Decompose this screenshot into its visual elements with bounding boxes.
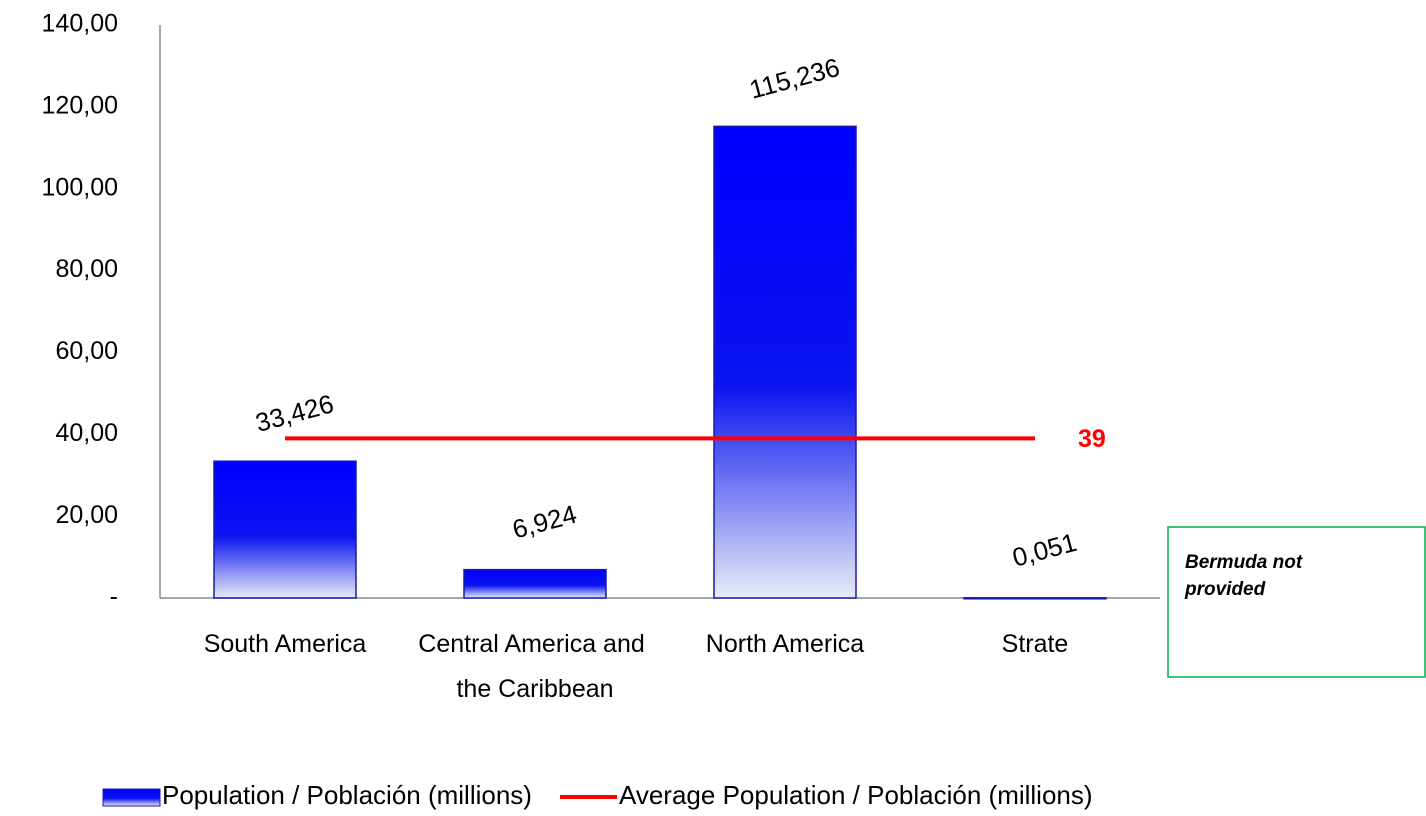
line-label: 39 xyxy=(1078,425,1106,453)
data-label: 0,051 xyxy=(1009,527,1080,573)
legend-swatch xyxy=(102,788,161,807)
bar xyxy=(713,125,857,599)
y-tick-label: 140,00 xyxy=(42,10,118,38)
bar xyxy=(213,460,357,599)
data-label: 33,426 xyxy=(252,388,337,438)
data-label: 6,924 xyxy=(509,499,580,545)
annotation-box xyxy=(1167,526,1426,678)
x-tick-label: Strate xyxy=(1002,630,1069,658)
x-tick-label: Central America and the Caribbean xyxy=(418,630,651,703)
y-tick-label: 40,00 xyxy=(55,419,118,447)
data-label: 115,236 xyxy=(746,52,843,105)
y-tick-label: 100,00 xyxy=(42,173,118,201)
y-tick-label: 20,00 xyxy=(55,501,118,529)
legend-label: Population / Población (millions) xyxy=(162,780,532,810)
y-tick-label: 60,00 xyxy=(55,337,118,365)
x-tick-label: North America xyxy=(706,630,864,658)
bar xyxy=(463,568,607,599)
y-tick-label: - xyxy=(110,583,118,611)
annotation: Bermuda not provided xyxy=(1184,552,1307,600)
y-tick-label: 80,00 xyxy=(55,255,118,283)
y-tick-label: 120,00 xyxy=(42,91,118,119)
bar xyxy=(963,597,1107,600)
x-tick-label: South America xyxy=(204,630,367,658)
legend-label: Average Population / Población (millions… xyxy=(619,780,1093,810)
